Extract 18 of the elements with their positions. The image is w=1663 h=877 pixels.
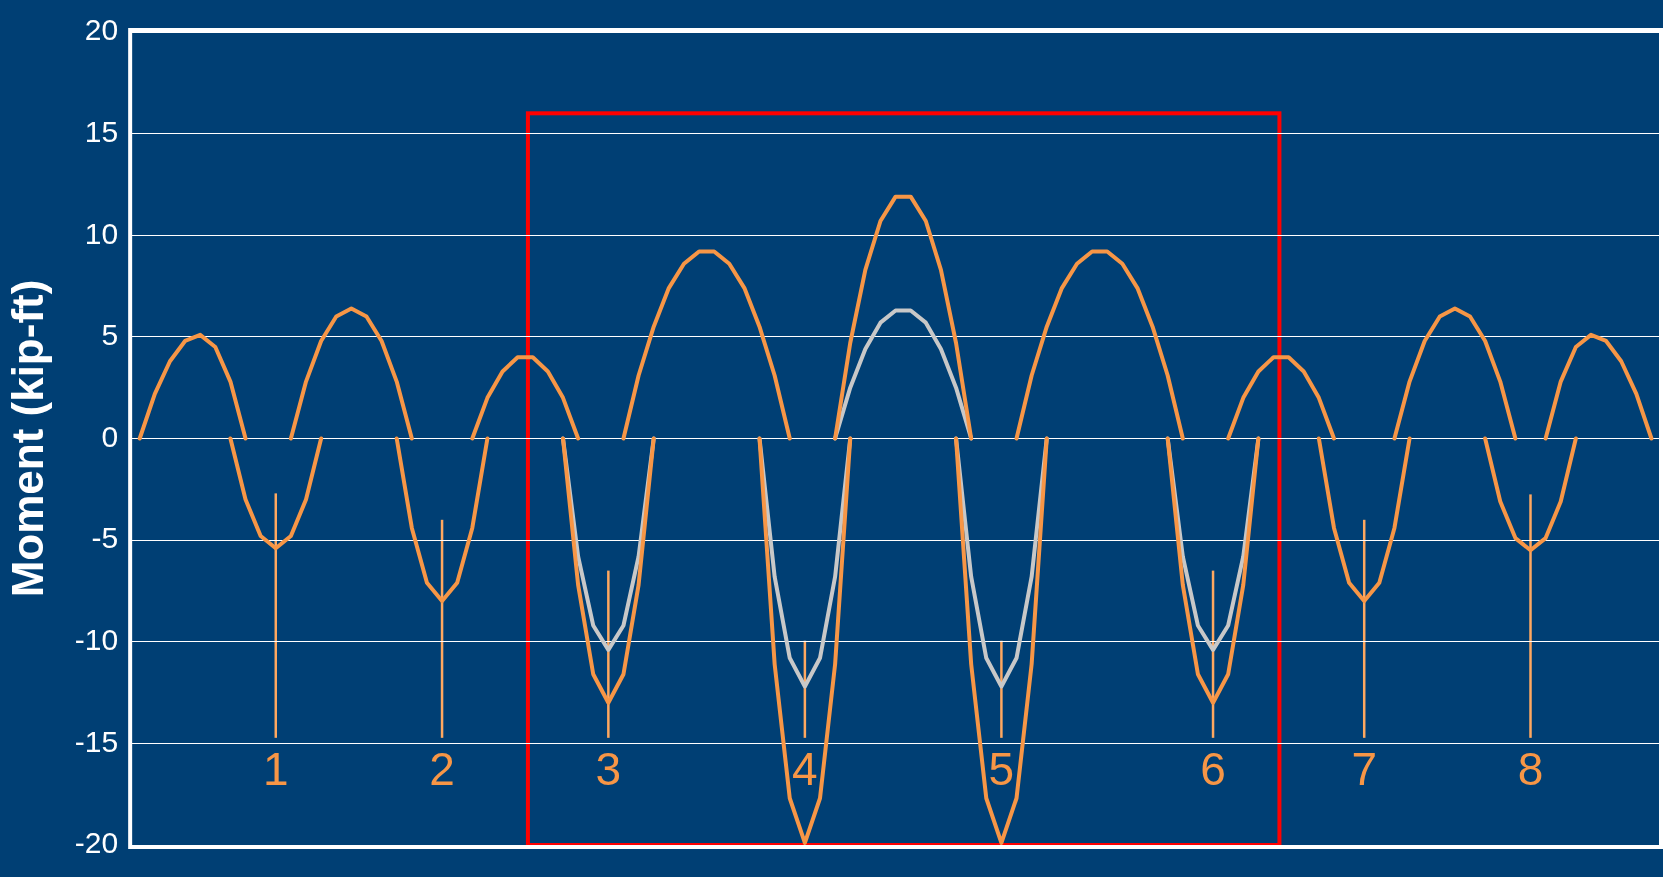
annotation: 6 (1200, 742, 1226, 795)
y-tick-label: -15 (74, 724, 119, 758)
annotation: 5 (988, 742, 1015, 795)
y-tick-label: -10 (74, 623, 119, 657)
y-axis-title: Moment (kip-ft) (2, 279, 52, 598)
y-tick-label: 10 (84, 216, 119, 250)
annotation: 3 (595, 742, 622, 795)
annotation: 1 (262, 742, 289, 795)
y-tick-label: 20 (84, 13, 119, 47)
y-tick-label: -20 (74, 826, 119, 860)
y-tick-label: 0 (101, 419, 119, 453)
annotation: 7 (1351, 742, 1378, 795)
y-tick-label: -5 (91, 521, 119, 555)
annotation: 4 (792, 742, 818, 795)
y-tick-label: 5 (101, 318, 119, 352)
annotation: 2 (429, 742, 455, 795)
annotation: 8 (1517, 742, 1544, 795)
y-tick-label: 15 (84, 114, 119, 148)
